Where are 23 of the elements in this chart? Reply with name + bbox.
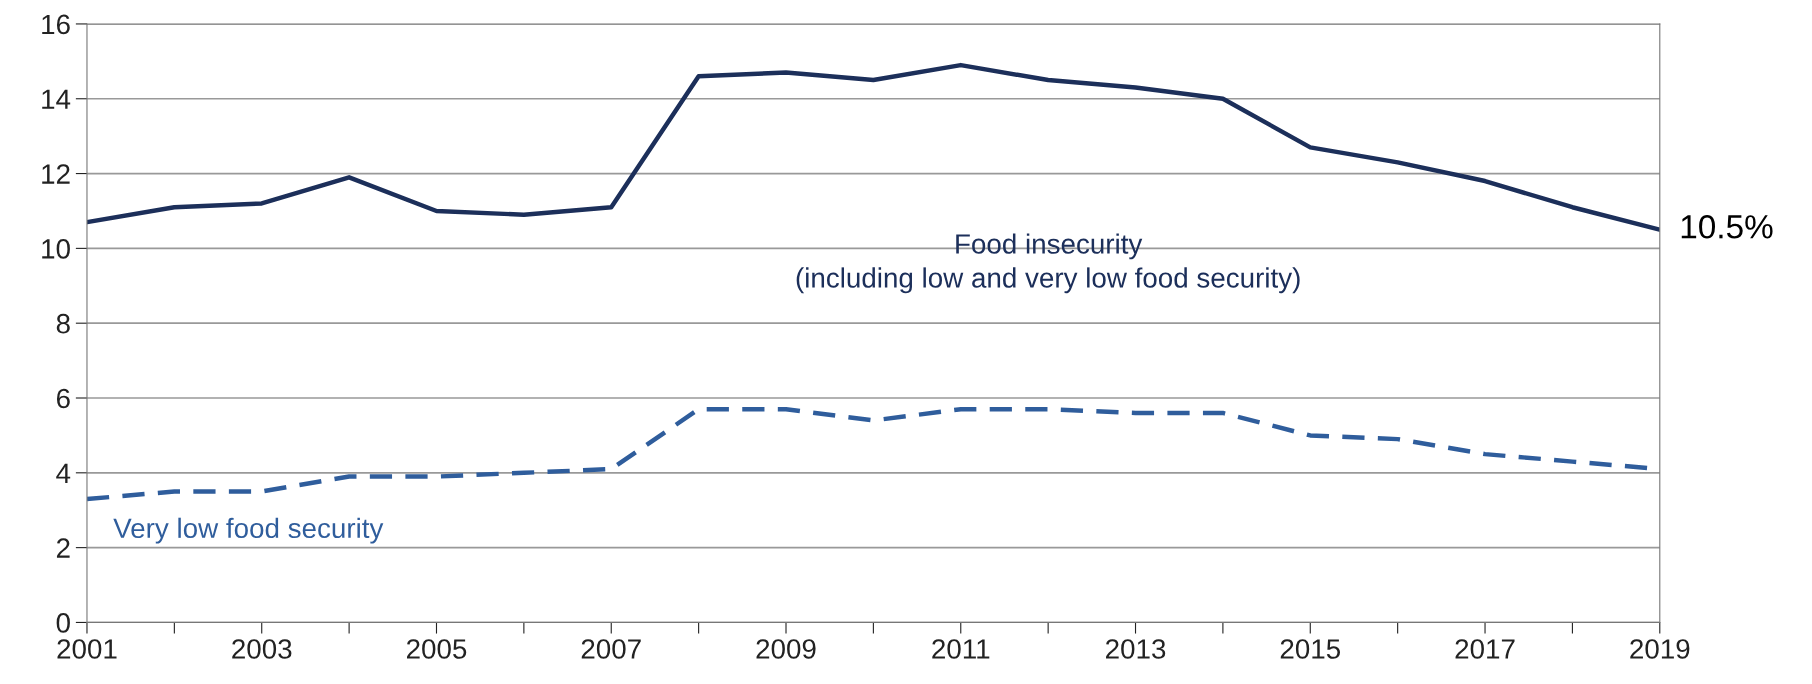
y-tick-label: 2 bbox=[56, 538, 70, 558]
x-tick-label: 2007 bbox=[581, 639, 641, 659]
x-tick-label: 2003 bbox=[232, 639, 292, 659]
x-tick-label: 2013 bbox=[1106, 639, 1166, 659]
annotation: 10.5% bbox=[1681, 215, 1773, 239]
y-tick-label: 8 bbox=[56, 313, 70, 334]
line-series bbox=[86, 62, 1660, 232]
y-tick-label: 4 bbox=[56, 463, 71, 483]
x-tick-label: 2001 bbox=[57, 639, 117, 659]
y-tick-label: 0 bbox=[56, 613, 70, 633]
y-tick-label: 16 bbox=[42, 14, 70, 35]
x-tick-label: 2019 bbox=[1630, 639, 1690, 659]
x-tick-label: 2017 bbox=[1455, 639, 1515, 659]
x-tick-label: 2009 bbox=[756, 639, 816, 659]
y-tick-label: 6 bbox=[56, 388, 70, 409]
y-tick-label: 10 bbox=[42, 239, 70, 259]
series-label: Very low food security bbox=[113, 517, 384, 544]
x-tick-label: 2005 bbox=[406, 639, 467, 659]
text: Food insecurity (including low and very low food security) bbox=[796, 233, 1300, 294]
y-tick-label: 14 bbox=[42, 89, 71, 109]
y-tick-label: 12 bbox=[42, 164, 70, 184]
x-tick-label: 2011 bbox=[932, 639, 990, 659]
x-tick-label: 2015 bbox=[1280, 639, 1341, 659]
